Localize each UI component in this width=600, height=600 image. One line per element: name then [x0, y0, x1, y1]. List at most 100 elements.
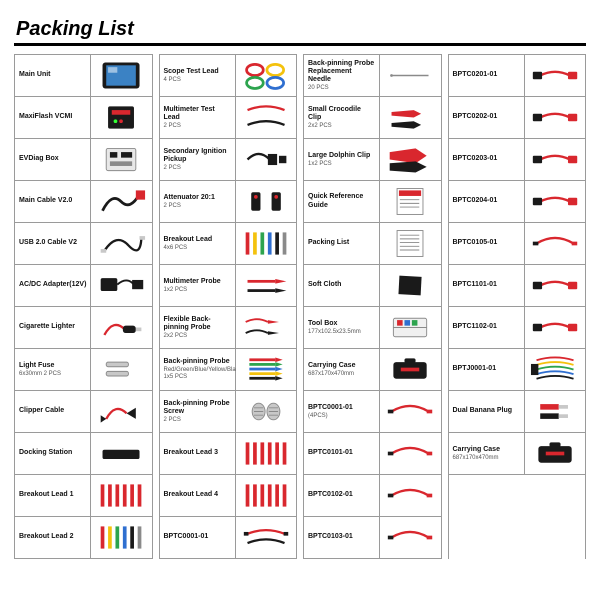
item-label: BPTC0102-01	[304, 475, 380, 516]
table-row: Back-pinning Probe Replacement Needle20 …	[304, 55, 441, 97]
column-4: BPTC0201-01 BPTC0202-01BPTC0203-01BPTC020…	[448, 54, 587, 559]
item-label: Quick Reference Guide	[304, 181, 380, 222]
item-name: Main Cable V2.0	[19, 197, 86, 205]
item-name: Breakout Lead 4	[164, 491, 231, 499]
item-name: EVDiag Box	[19, 155, 86, 163]
item-sub: 687x170x470mm	[308, 371, 375, 378]
item-label: USB 2.0 Cable V2	[15, 223, 91, 264]
column-2: Scope Test Lead4 PCSMultimeter Test Lead…	[159, 54, 298, 559]
item-name: Main Unit	[19, 71, 86, 79]
item-sub: 2 PCS	[164, 417, 231, 424]
table-row: Soft Cloth	[304, 265, 441, 307]
item-label: Dual Banana Plug	[449, 391, 525, 432]
item-name: BPTJ0001-01	[453, 365, 520, 373]
flex-probe-icon	[236, 307, 296, 348]
table-row: MaxiFlash VCMI	[15, 97, 152, 139]
item-name: Multimeter Probe	[164, 278, 231, 286]
item-label: Breakout Lead 3	[160, 433, 236, 474]
item-name: Soft Cloth	[308, 281, 375, 289]
item-sub: 177x102.5x23.5mm	[308, 329, 375, 336]
item-name: Docking Station	[19, 449, 86, 457]
item-name: Scope Test Lead	[164, 68, 231, 76]
table-row: Main Cable V2.0	[15, 181, 152, 223]
table-row: Dual Banana Plug	[449, 391, 586, 433]
table-row: AC/DC Adapter(12V)	[15, 265, 152, 307]
table-row: Flexible Back-pinning Probe2x2 PCS	[160, 307, 297, 349]
item-label: BPTC1102-01	[449, 307, 525, 348]
table-row: Breakout Lead 1	[15, 475, 152, 517]
conn-rb-icon	[525, 307, 585, 348]
cable-rb-icon	[236, 517, 296, 558]
clipper-icon	[91, 391, 151, 432]
item-name: Large Dolphin Clip	[308, 152, 375, 160]
item-name: BPTC1102-01	[453, 323, 520, 331]
item-name: BPTC0105-01	[453, 239, 520, 247]
item-name: Multimeter Test Lead	[164, 106, 231, 122]
item-label: Main Unit	[15, 55, 91, 96]
table-row: Breakout Lead 4	[160, 475, 297, 517]
evbox-icon	[91, 139, 151, 180]
adapter-icon	[91, 265, 151, 306]
usb-icon	[91, 223, 151, 264]
item-name: Breakout Lead	[164, 236, 231, 244]
item-name: Back-pinning Probe Screw	[164, 400, 231, 416]
banana-icon	[525, 391, 585, 432]
item-name: BPTC0103-01	[308, 533, 375, 541]
fuse-icon	[91, 349, 151, 390]
item-name: Back-pinning Probe Replacement Needle	[308, 60, 375, 84]
table-row: EVDiag Box	[15, 139, 152, 181]
item-sub: 4 PCS	[164, 77, 231, 84]
croc-small-icon	[380, 97, 440, 138]
item-label: EVDiag Box	[15, 139, 91, 180]
table-row: BPTC0204-01	[449, 181, 586, 223]
item-name: Quick Reference Guide	[308, 193, 375, 209]
item-label: Small Crocodile Clip2x2 PCS	[304, 97, 380, 138]
table-row: Carrying Case687x170x470mm	[304, 349, 441, 391]
item-name: Flexible Back-pinning Probe	[164, 316, 231, 332]
item-name: Clipper Cable	[19, 407, 86, 415]
item-label: BPTC0001-01	[160, 517, 236, 558]
table-row: Back-pinning ProbeRed/Green/Blue/Yellow/…	[160, 349, 297, 391]
item-name: Carrying Case	[453, 446, 520, 454]
table-row: Light Fuse6x30mm 2 PCS	[15, 349, 152, 391]
table-row: Quick Reference Guide	[304, 181, 441, 223]
multi-cable-icon	[525, 349, 585, 390]
conn-rb-icon	[525, 97, 585, 138]
table-row: Carrying Case687x170x470mm	[449, 433, 586, 475]
item-name: Light Fuse	[19, 362, 86, 370]
conn-rb-icon	[525, 55, 585, 96]
item-label: Multimeter Test Lead2 PCS	[160, 97, 236, 138]
item-label: BPTJ0001-01	[449, 349, 525, 390]
item-sub: 687x170x470mm	[453, 455, 520, 462]
table-row: Docking Station	[15, 433, 152, 475]
item-label: Carrying Case687x170x470mm	[449, 433, 525, 474]
table-row: Scope Test Lead4 PCS	[160, 55, 297, 97]
item-label: Large Dolphin Clip1x2 PCS	[304, 139, 380, 180]
table-row: Breakout Lead 2	[15, 517, 152, 559]
item-label: BPTC0202-01	[449, 97, 525, 138]
table-row: BPTJ0001-01	[449, 349, 586, 391]
table-row: BPTC0202-01	[449, 97, 586, 139]
item-label: Secondary Ignition Pickup2 PCS	[160, 139, 236, 180]
item-label: BPTC0203-01	[449, 139, 525, 180]
table-row: BPTC1102-01	[449, 307, 586, 349]
conn-rb-icon	[525, 181, 585, 222]
leads-red-icon	[236, 433, 296, 474]
table-row: BPTC0101-01	[304, 433, 441, 475]
table-row: USB 2.0 Cable V2	[15, 223, 152, 265]
table-row: BPTC0105-01	[449, 223, 586, 265]
item-name: Breakout Lead 3	[164, 449, 231, 457]
page-title: Packing List	[14, 18, 586, 41]
conn-rb-icon	[525, 265, 585, 306]
item-name: BPTC0101-01	[308, 449, 375, 457]
item-sub: 1x2 PCS	[308, 161, 375, 168]
table-row: Small Crocodile Clip2x2 PCS	[304, 97, 441, 139]
item-sub: 2x2 PCS	[308, 123, 375, 130]
item-name: BPTC0201-01	[453, 71, 520, 79]
item-name: Secondary Ignition Pickup	[164, 148, 231, 164]
dock-icon	[91, 433, 151, 474]
item-sub: Red/Green/Blue/Yellow/Black 1x5 PCS	[164, 367, 231, 380]
table-row: BPTC0201-01	[449, 55, 586, 97]
table-row: Breakout Lead4x6 PCS	[160, 223, 297, 265]
item-label: Docking Station	[15, 433, 91, 474]
